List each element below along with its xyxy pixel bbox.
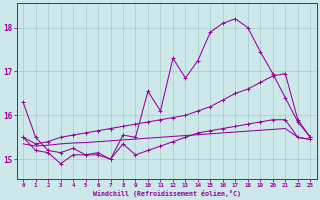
X-axis label: Windchill (Refroidissement éolien,°C): Windchill (Refroidissement éolien,°C) bbox=[93, 190, 241, 197]
